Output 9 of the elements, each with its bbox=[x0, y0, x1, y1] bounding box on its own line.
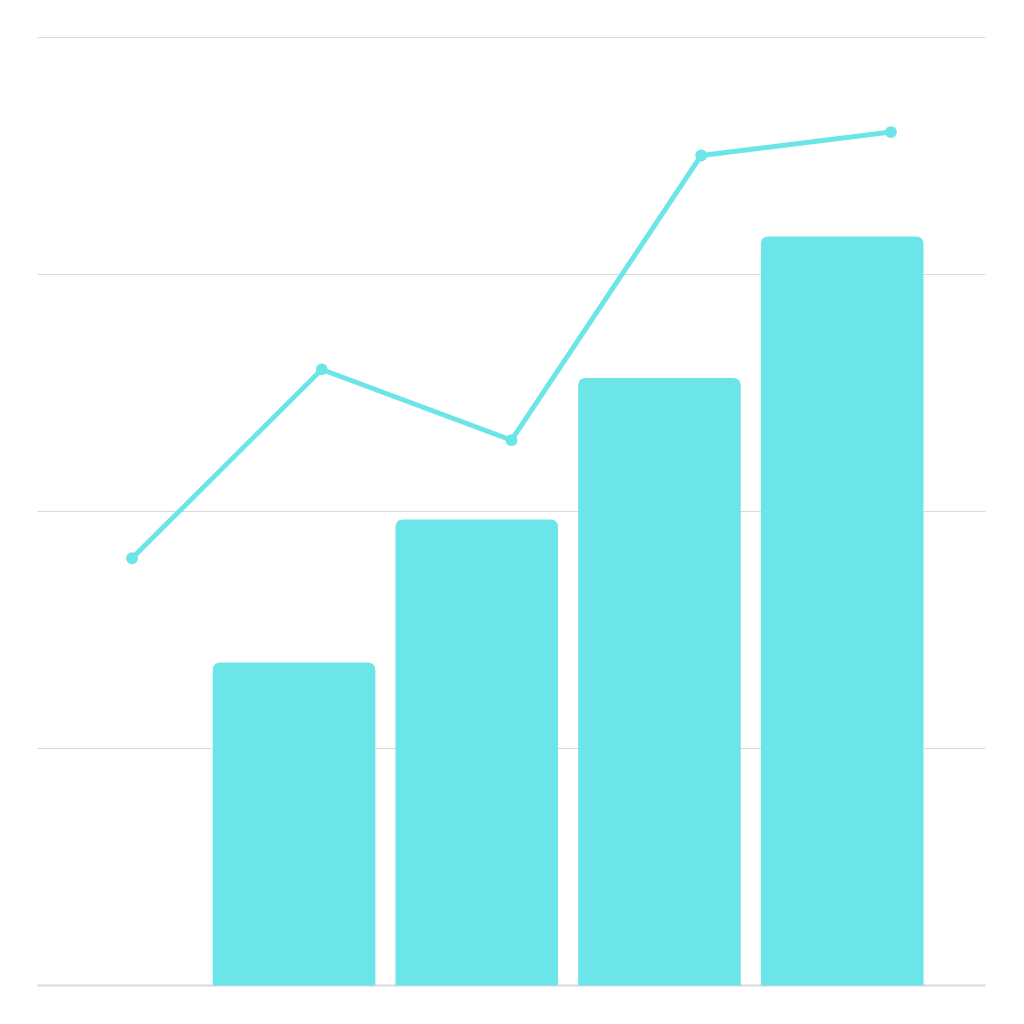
bar bbox=[760, 236, 924, 986]
bar bbox=[395, 519, 559, 986]
point bbox=[695, 149, 708, 162]
point bbox=[315, 363, 328, 376]
point bbox=[126, 552, 138, 565]
bar bbox=[578, 377, 741, 986]
point bbox=[505, 434, 518, 447]
bar bbox=[212, 662, 376, 986]
point bbox=[885, 126, 897, 138]
